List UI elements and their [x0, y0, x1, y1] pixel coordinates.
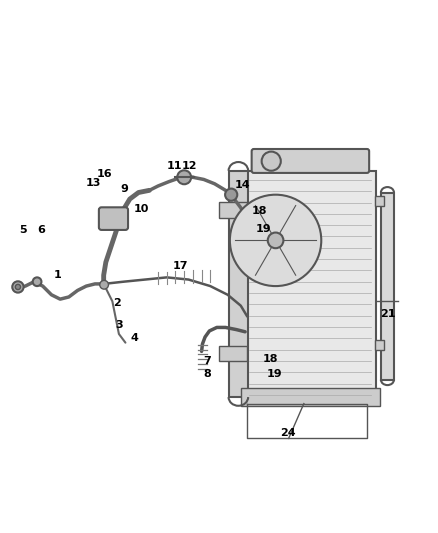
Circle shape [33, 277, 42, 286]
Text: 16: 16 [97, 169, 113, 179]
Text: 1: 1 [54, 270, 62, 280]
Text: 17: 17 [173, 261, 188, 271]
Text: 8: 8 [203, 369, 211, 379]
Bar [375, 340, 385, 350]
Text: 18: 18 [263, 354, 278, 364]
Bar [381, 192, 394, 379]
Text: 6: 6 [38, 224, 46, 235]
Text: 12: 12 [182, 160, 198, 171]
Text: 19: 19 [256, 224, 272, 233]
Text: 7: 7 [203, 357, 211, 366]
Circle shape [100, 280, 109, 289]
Text: 14: 14 [234, 180, 250, 190]
Bar [219, 346, 247, 361]
Bar [245, 171, 376, 397]
FancyBboxPatch shape [99, 207, 128, 230]
Text: 10: 10 [134, 204, 149, 214]
Text: 13: 13 [86, 178, 101, 188]
Bar [229, 171, 248, 397]
Bar [241, 389, 380, 406]
Circle shape [15, 284, 21, 289]
Circle shape [225, 189, 237, 201]
Bar [375, 196, 385, 206]
Text: 18: 18 [252, 206, 267, 216]
Text: 21: 21 [380, 309, 396, 319]
Bar [219, 202, 247, 218]
Circle shape [12, 281, 24, 293]
Text: 5: 5 [19, 224, 27, 235]
Text: 9: 9 [120, 184, 128, 195]
Text: 2: 2 [113, 298, 120, 309]
Circle shape [268, 232, 283, 248]
Text: 4: 4 [130, 333, 138, 343]
Text: 24: 24 [280, 428, 296, 438]
Circle shape [261, 151, 281, 171]
Circle shape [177, 171, 191, 184]
Circle shape [230, 195, 321, 286]
Text: 11: 11 [167, 160, 182, 171]
Text: 19: 19 [267, 369, 283, 379]
FancyBboxPatch shape [252, 149, 369, 173]
Text: 3: 3 [115, 320, 123, 330]
